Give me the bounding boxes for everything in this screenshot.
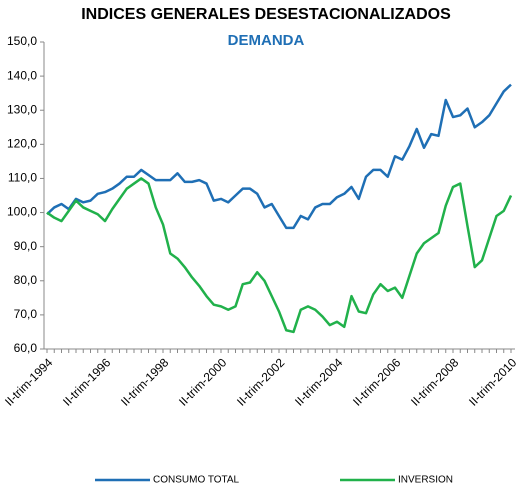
x-tick-label: II-trim-2000: [176, 355, 230, 409]
y-tick-label: 130,0: [7, 102, 37, 116]
x-tick-label: II-trim-1994: [2, 355, 56, 409]
y-tick-label: 100,0: [7, 205, 37, 219]
x-tick-label: II-trim-2008: [408, 355, 462, 409]
y-tick-label: 150,0: [7, 34, 37, 48]
series-line: [46, 177, 513, 334]
x-tick-label: II-trim-2006: [350, 355, 404, 409]
x-tick-label: II-trim-1996: [60, 355, 114, 409]
chart-subtitle: DEMANDA: [228, 32, 305, 49]
legend-label: INVERSION: [398, 475, 453, 486]
y-tick-label: 60,0: [14, 341, 38, 355]
y-tick-label: 110,0: [8, 171, 37, 185]
series-line: [46, 83, 512, 230]
y-tick-label: 120,0: [7, 137, 37, 151]
chart-title: INDICES GENERALES DESESTACIONALIZADOS: [81, 6, 451, 23]
x-tick-label: II-trim-2002: [234, 355, 288, 409]
x-tick-label: II-trim-2004: [292, 355, 346, 409]
y-tick-label: 140,0: [7, 68, 37, 82]
x-tick-label: II-trim-2010: [466, 355, 520, 409]
legend-label: CONSUMO TOTAL: [153, 475, 240, 486]
x-tick-label: II-trim-1998: [118, 355, 172, 409]
y-tick-label: 90,0: [14, 239, 38, 253]
y-tick-label: 70,0: [14, 307, 38, 321]
y-tick-label: 80,0: [14, 273, 38, 287]
